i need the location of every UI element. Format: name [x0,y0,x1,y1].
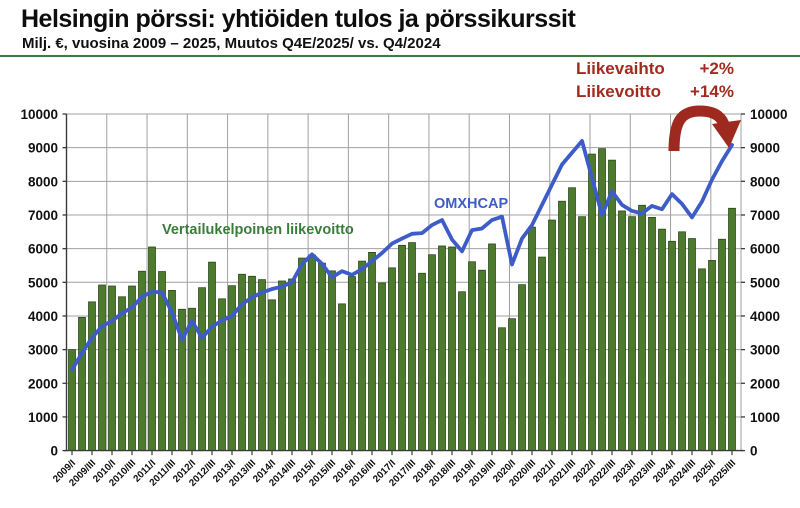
bar-2009/IV [98,284,106,451]
bar-2020/II [518,284,526,451]
y-axis-label-right: 7000 [750,208,780,223]
bar-2017/III [408,242,416,451]
annotation-label: Liikevaihto [576,59,665,78]
bar-2020/III [528,226,536,451]
annotation-row-liikevoitto: Liikevoitto +14% [576,80,734,103]
bar-2021/IV [578,216,586,451]
divider-rule [0,55,800,57]
bar-2021/III [568,187,576,451]
y-axis-label-right: 2000 [750,376,780,391]
bar-2016/II [358,260,366,451]
bar-2014/III [288,278,296,451]
bar-2014/I [268,299,276,451]
bar-2012/II [198,287,206,451]
bar-2012/I [188,307,196,451]
bar-2015/III [328,270,336,451]
page-title: Helsingin pörssi: yhtiöiden tulos ja pör… [21,5,576,33]
bar-2019/IV [498,327,506,451]
y-axis-label-left: 2000 [28,376,58,391]
annotation-row-liikevaihto: Liikevaihto +2% [576,57,734,80]
y-axis-label-left: 1000 [28,410,58,425]
y-axis-label-left: 10000 [20,107,58,122]
y-axis-label-right: 10000 [750,107,788,122]
annotation-value: +14% [690,82,734,101]
bar-2025/III [728,207,736,451]
bar-2022/IV [618,210,626,451]
bar-2024/IV [698,268,706,451]
y-axis-label-right: 0 [750,444,758,459]
bar-2015/IV [338,303,346,451]
bar-2021/II [558,200,566,451]
bar-2022/I [588,153,596,451]
bar-2023/IV [658,228,666,451]
bar-2009/III [88,301,96,451]
y-axis-label-right: 9000 [750,141,780,156]
bar-2016/I [348,276,356,451]
bar-2018/I [428,254,436,451]
y-axis-label-left: 7000 [28,208,58,223]
annotation-value: +2% [699,59,735,78]
bar-2020/IV [538,256,546,451]
bar-series-label: Vertailukelpoinen liikevoitto [162,222,354,238]
bar-2010/I [108,285,116,451]
bar-2013/III [248,275,256,451]
y-axis-label-left: 4000 [28,309,58,324]
y-axis-label-right: 5000 [750,275,780,290]
y-axis-label-left: 9000 [28,141,58,156]
bar-2009/II [78,316,86,451]
bar-2018/III [448,246,456,451]
bar-2015/I [308,254,316,451]
y-axis-label-left: 3000 [28,343,58,358]
line-series-label: OMXHCAP [434,196,508,212]
bar-2023/I [628,216,636,451]
bar-2015/II [318,262,326,451]
y-axis-label-left: 5000 [28,275,58,290]
y-axis-label-left: 6000 [28,242,58,257]
trend-arrow-icon [668,105,741,152]
bar-2017/II [398,244,406,451]
omxhcap-line [70,139,734,372]
bar-2014/IV [298,257,306,451]
bar-2019/I [468,261,476,451]
y-axis-label-right: 4000 [750,309,780,324]
bar-2016/IV [378,282,386,451]
annotation-label: Liikevoitto [576,82,662,101]
page-subtitle: Milj. €, vuosina 2009 – 2025, Muutos Q4E… [22,35,441,52]
bar-2025/I [708,260,716,451]
bar-2018/IV [458,291,466,451]
bar-2024/III [688,238,696,451]
bar-2023/III [648,216,656,451]
bar-2021/I [548,219,556,451]
bar-2024/I [668,240,676,451]
bar-2010/II [118,296,126,451]
y-axis-label-right: 3000 [750,343,780,358]
bar-2012/III [208,261,216,451]
bar-2019/II [478,269,486,451]
bar-2019/III [488,243,496,451]
bar-2011/I [148,246,156,451]
bar-2022/III [608,159,616,451]
bar-2022/II [598,148,606,451]
change-annotations: Liikevaihto +2% Liikevoitto +14% [576,57,734,103]
y-axis-label-right: 6000 [750,242,780,257]
bar-2016/III [368,251,376,451]
bar-2017/IV [418,272,426,451]
bar-2018/II [438,245,446,451]
y-axis-label-left: 0 [50,444,58,459]
y-axis-label-right: 1000 [750,410,780,425]
bar-2025/II [718,238,726,451]
bar-2014/II [278,280,286,451]
y-axis-label-right: 8000 [750,174,780,189]
bar-2013/IV [258,279,266,451]
y-axis-label-left: 8000 [28,174,58,189]
bar-2024/II [678,231,686,451]
bar-2020/I [508,318,516,451]
bar-2017/I [388,267,396,451]
bar-2023/II [638,204,646,451]
